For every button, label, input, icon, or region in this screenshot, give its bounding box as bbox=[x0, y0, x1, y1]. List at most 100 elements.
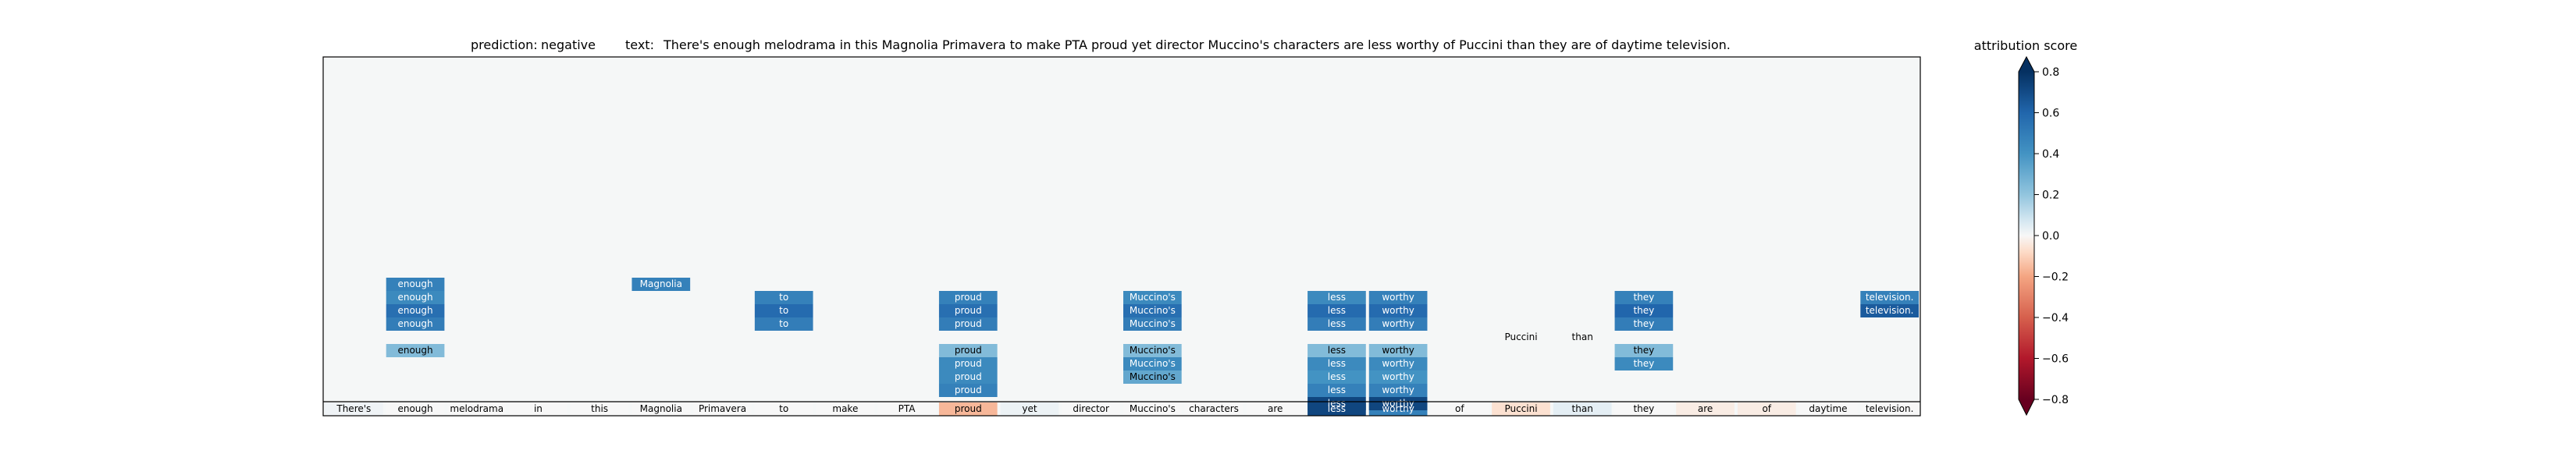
colorbar-tick-label: 0.6 bbox=[2042, 108, 2059, 120]
base-row-cell-television. bbox=[1860, 402, 1919, 416]
row-4-cell-less bbox=[1308, 317, 1366, 331]
row-2-label-enough: enough bbox=[397, 292, 432, 303]
row-8-label-proud: proud bbox=[955, 371, 982, 382]
row-9-label-proud: proud bbox=[955, 385, 982, 395]
row-9-cell-proud bbox=[938, 384, 998, 397]
plot-frame bbox=[322, 56, 1921, 417]
row-6-cell-less bbox=[1308, 344, 1366, 357]
row-9-label-less: less bbox=[1328, 385, 1346, 395]
base-row-cell-enough bbox=[386, 402, 445, 416]
row-2-label-worthy: worthy bbox=[1382, 292, 1414, 303]
title-prediction-label: prediction: bbox=[471, 37, 538, 52]
colorbar-tick-label: −0.8 bbox=[2042, 394, 2069, 406]
row-6-cell-worthy bbox=[1368, 344, 1428, 357]
row-8-cell-worthy bbox=[1368, 370, 1428, 384]
base-row-cell-director bbox=[1062, 402, 1120, 416]
row-3-label-to: to bbox=[779, 305, 788, 316]
row-9-label-worthy: worthy bbox=[1382, 385, 1414, 395]
base-row-label-this: this bbox=[591, 403, 608, 414]
base-row-label-There's: There's bbox=[336, 403, 371, 414]
base-row-cell-Puccini bbox=[1492, 402, 1550, 416]
base-row-cell-melodrama bbox=[447, 402, 507, 416]
row-3-label-television.: television. bbox=[1866, 305, 1914, 316]
row-2-cell-to bbox=[754, 291, 813, 304]
row-3-cell-television. bbox=[1860, 304, 1919, 317]
colorbar-gradient bbox=[2019, 72, 2034, 399]
row-8-cell-less bbox=[1308, 370, 1366, 384]
row-4-label-proud: proud bbox=[955, 318, 982, 329]
heatmap-cells bbox=[325, 278, 1919, 416]
row-5-label-Puccini: Puccini bbox=[1504, 332, 1537, 342]
row-6-cell-proud bbox=[938, 344, 998, 357]
base-row-label-melodrama: melodrama bbox=[450, 403, 503, 414]
row-2-label-proud: proud bbox=[955, 292, 982, 303]
base-row-label-enough: enough bbox=[397, 403, 432, 414]
row-2-cell-television. bbox=[1860, 291, 1919, 304]
colorbar: attribution score 0.8 0.6 0.4 0.2 0.0 −0.2 −0.… bbox=[1974, 38, 2077, 417]
row-3-cell-Muccino's bbox=[1123, 304, 1182, 317]
row-6-label-less: less bbox=[1328, 345, 1346, 356]
row-3-cell-proud bbox=[938, 304, 998, 317]
row-2-cell-Muccino's bbox=[1123, 291, 1182, 304]
base-row-cell-Magnolia bbox=[632, 402, 691, 416]
row-9-cell-less bbox=[1308, 384, 1366, 397]
row-4-cell-they bbox=[1614, 317, 1674, 331]
row-2-label-less: less bbox=[1328, 292, 1346, 303]
base-row-cell-this bbox=[570, 402, 629, 416]
row-3-cell-to bbox=[754, 304, 813, 317]
row-7-label-proud: proud bbox=[955, 358, 982, 369]
base-row-label-proud: proud bbox=[955, 403, 982, 414]
base-row-label-yet: yet bbox=[1022, 403, 1037, 414]
base-row-label-worthy: worthy bbox=[1382, 403, 1414, 414]
base-row-label-Muccino's: Muccino's bbox=[1130, 403, 1176, 414]
row-7-label-they: they bbox=[1633, 358, 1654, 369]
base-row-cell-yet bbox=[1000, 402, 1059, 416]
row-3-cell-less bbox=[1308, 304, 1366, 317]
row-8-label-worthy: worthy bbox=[1382, 371, 1414, 382]
row-8-label-Muccino's: Muccino's bbox=[1130, 371, 1176, 382]
row-7-label-Muccino's: Muccino's bbox=[1130, 358, 1176, 369]
colorbar-ticks: 0.8 0.6 0.4 0.2 0.0 −0.2 −0.4 −0.6 −0.8 bbox=[2034, 66, 2069, 406]
row-3-label-less: less bbox=[1328, 305, 1346, 316]
colorbar-extend-bottom bbox=[2019, 399, 2034, 415]
row-3-cell-worthy bbox=[1368, 304, 1428, 317]
base-row-cell-Primavera bbox=[693, 402, 752, 416]
row-10-cell-worthy bbox=[1368, 397, 1428, 410]
row-7-label-worthy: worthy bbox=[1382, 358, 1414, 369]
base-row-label-characters: characters bbox=[1189, 403, 1239, 414]
row-4-label-enough: enough bbox=[397, 318, 432, 329]
row-8-cell-proud bbox=[938, 370, 998, 384]
row-6-label-proud: proud bbox=[955, 345, 982, 356]
base-row-label-of: of bbox=[1455, 403, 1464, 414]
row-9-cell-worthy bbox=[1368, 384, 1428, 397]
base-row-label-director: director bbox=[1073, 403, 1109, 414]
base-row-label-they: they bbox=[1633, 403, 1654, 414]
row-4-cell-worthy bbox=[1368, 317, 1428, 331]
row-2-cell-they bbox=[1614, 291, 1674, 304]
row-6-label-Muccino's: Muccino's bbox=[1130, 345, 1176, 356]
row-2-label-television.: television. bbox=[1866, 292, 1914, 303]
base-row-cell-they bbox=[1614, 402, 1674, 416]
colorbar-tick-label: −0.2 bbox=[2042, 271, 2069, 284]
row-6-label-they: they bbox=[1633, 345, 1654, 356]
base-row-label-than: than bbox=[1572, 403, 1593, 414]
base-row-label-Magnolia: Magnolia bbox=[640, 403, 682, 414]
row-5-label-than: than bbox=[1572, 332, 1593, 342]
row-6-cell-enough bbox=[386, 344, 445, 357]
row-6-cell-Muccino's bbox=[1123, 344, 1182, 357]
title-prediction-value: negative bbox=[541, 37, 596, 52]
row-7-cell-worthy bbox=[1368, 357, 1428, 370]
colorbar-tick-label: 0.0 bbox=[2042, 230, 2059, 243]
title-text-value: There's enough melodrama in this Magnoli… bbox=[663, 37, 1731, 52]
base-row-label-Primavera: Primavera bbox=[699, 403, 746, 414]
colorbar-tick-label: 0.8 bbox=[2042, 66, 2059, 79]
row-3-cell-enough bbox=[386, 304, 445, 317]
base-row-cell-There's bbox=[325, 402, 383, 416]
row-8-cell-Muccino's bbox=[1123, 370, 1182, 384]
row-4-cell-enough bbox=[386, 317, 445, 331]
row-4-label-less: less bbox=[1328, 318, 1346, 329]
base-row-cell-in bbox=[509, 402, 568, 416]
row-4-label-worthy: worthy bbox=[1382, 318, 1414, 329]
row-4-label-they: they bbox=[1633, 318, 1654, 329]
